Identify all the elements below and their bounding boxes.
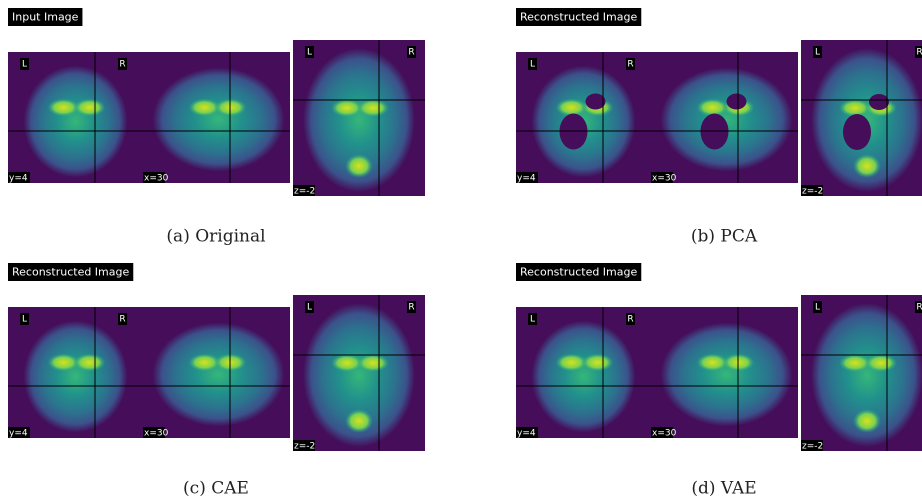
brain: [153, 323, 285, 427]
hot-spot: [74, 354, 106, 372]
header: Reconstructed Image: [520, 266, 637, 279]
dark-region: [727, 94, 747, 110]
orientation-right: R: [916, 48, 922, 58]
brain-slice: z=-2 L R: [801, 40, 922, 197]
slice-coordinate: y=4: [9, 429, 28, 439]
hot-spot: [345, 154, 373, 178]
slice-coordinate: z=-2: [802, 442, 823, 452]
brain-slice: x=30: [143, 52, 290, 184]
orientation-right: R: [408, 48, 414, 58]
brain: [661, 68, 793, 172]
brain-slice: x=30: [143, 307, 290, 439]
slice-coordinate: z=-2: [802, 187, 823, 197]
brain-slice: y=4 L R: [516, 307, 651, 439]
brain-slice: z=-2 L R: [293, 40, 425, 197]
orientation-right: R: [627, 315, 633, 325]
panel: Reconstructed Image y=4 L Rx=30 z=-2 L R (b) PC…: [516, 8, 922, 247]
brain-slice: x=30: [651, 307, 798, 439]
slice-coordinate: x=30: [652, 429, 677, 439]
dark-region: [869, 94, 889, 110]
hot-spot: [853, 154, 881, 178]
brain: [24, 66, 128, 178]
caption: (c) CAE: [183, 479, 249, 499]
slice-coordinate: x=30: [144, 429, 169, 439]
slice-coordinate: y=4: [9, 174, 28, 184]
slice-coordinate: y=4: [517, 429, 536, 439]
caption: (a) Original: [166, 227, 265, 247]
slice-coordinate: z=-2: [294, 442, 315, 452]
orientation-left: L: [307, 48, 312, 58]
slice-coordinate: y=4: [517, 174, 536, 184]
brain-slice: x=30: [651, 52, 798, 184]
orientation-right: R: [627, 60, 633, 70]
hot-spot: [345, 409, 373, 433]
brain: [532, 321, 636, 433]
header: Reconstructed Image: [12, 266, 129, 279]
orientation-left: L: [530, 60, 535, 70]
hot-spot: [853, 409, 881, 433]
orientation-left: L: [22, 315, 27, 325]
brain-slice: z=-2 L R: [801, 295, 922, 452]
slice-coordinate: z=-2: [294, 187, 315, 197]
brain-slice: y=4 L R: [8, 307, 143, 439]
slice-coordinate: x=30: [144, 174, 169, 184]
orientation-right: R: [916, 303, 922, 313]
brain-slice: z=-2 L R: [293, 295, 425, 452]
orientation-left: L: [307, 303, 312, 313]
hot-spot: [357, 354, 389, 372]
hot-spot: [357, 99, 389, 117]
slice-coordinate: x=30: [652, 174, 677, 184]
orientation-right: R: [119, 60, 125, 70]
panel: Reconstructed Image y=4 L Rx=30 z=-2 L R (d) VA…: [516, 263, 922, 499]
panel: Input Image y=4 L Rx=30 z=-2 L R (a) Original: [8, 8, 425, 247]
hot-spot: [582, 354, 614, 372]
orientation-right: R: [119, 315, 125, 325]
brain: [153, 68, 285, 172]
caption: (b) PCA: [691, 227, 758, 247]
caption: (d) VAE: [691, 479, 756, 499]
brain-slice: y=4 L R: [516, 52, 651, 184]
panel: Reconstructed Image y=4 L Rx=30 z=-2 L R (c) CA…: [8, 263, 425, 499]
orientation-right: R: [408, 303, 414, 313]
brain: [24, 321, 128, 433]
orientation-left: L: [530, 315, 535, 325]
brain-slice: y=4 L R: [8, 52, 143, 184]
header: Reconstructed Image: [520, 11, 637, 24]
figure: Input Image y=4 L Rx=30 z=-2 L R (a) Original Re…: [0, 0, 922, 504]
header: Input Image: [12, 11, 79, 24]
orientation-left: L: [22, 60, 27, 70]
hot-spot: [865, 354, 897, 372]
hot-spot: [74, 99, 106, 117]
brain: [661, 323, 793, 427]
dark-region: [843, 114, 871, 150]
orientation-left: L: [815, 48, 820, 58]
orientation-left: L: [815, 303, 820, 313]
